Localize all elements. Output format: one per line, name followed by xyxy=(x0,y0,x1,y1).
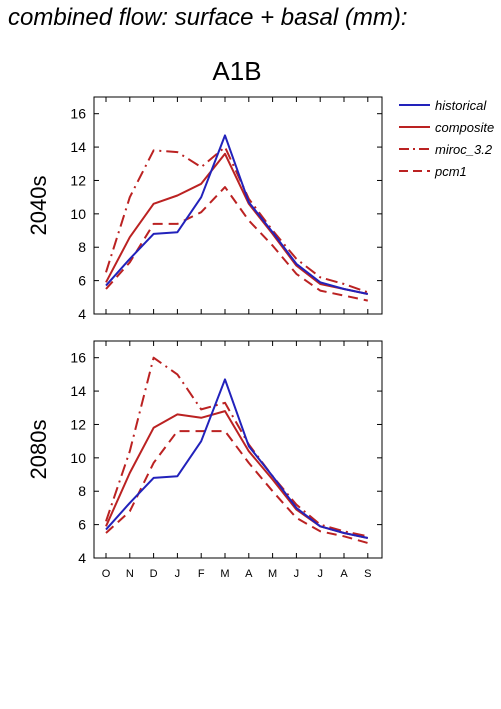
series-line-composite xyxy=(105,152,369,295)
plot-frame xyxy=(93,340,383,559)
x-tick-label: M xyxy=(268,568,277,580)
y-tick-label: 4 xyxy=(78,550,86,566)
x-tick-label: D xyxy=(150,568,158,580)
x-tick-label: O xyxy=(102,568,111,580)
x-tick-label: S xyxy=(364,568,371,580)
series-line-historical xyxy=(105,378,369,539)
y-tick-label: 10 xyxy=(70,450,86,466)
x-tick-label: J xyxy=(175,568,181,580)
panel-ylabel: 2040s xyxy=(26,176,51,236)
y-tick-label: 16 xyxy=(70,106,86,122)
panels-group: 4 6 8 10 12 14 16 2040s 4 6 8 10 12 14 16 O N D J F M A M J J A S 2… xyxy=(26,96,383,580)
legend-label-miroc_3.2: miroc_3.2 xyxy=(435,142,493,157)
y-tick-label: 14 xyxy=(70,383,86,399)
y-tick-label: 12 xyxy=(70,172,86,188)
panel-ylabel: 2080s xyxy=(26,420,51,480)
x-tick-label: A xyxy=(245,568,253,580)
y-tick-label: 12 xyxy=(70,416,86,432)
series-line-miroc_3.2 xyxy=(105,356,369,538)
y-tick-label: 14 xyxy=(70,139,86,155)
y-tick-label: 6 xyxy=(78,273,86,289)
x-tick-label: J xyxy=(317,568,323,580)
series-line-pcm1 xyxy=(105,430,369,544)
chart-title: A1B xyxy=(212,56,261,86)
y-tick-label: 16 xyxy=(70,350,86,366)
series-line-miroc_3.2 xyxy=(105,146,369,294)
legend-label-historical: historical xyxy=(435,98,487,113)
y-tick-label: 10 xyxy=(70,206,86,222)
x-tick-label: J xyxy=(294,568,300,580)
x-tick-label: M xyxy=(220,568,229,580)
x-tick-label: F xyxy=(198,568,205,580)
panel-2040s: 4 6 8 10 12 14 16 2040s xyxy=(26,96,383,322)
series-line-composite xyxy=(105,410,369,539)
plot-frame xyxy=(93,96,383,315)
panel-2080s: 4 6 8 10 12 14 16 O N D J F M A M J J A S 2080s xyxy=(26,340,383,580)
series-line-pcm1 xyxy=(105,186,369,302)
y-tick-label: 6 xyxy=(78,517,86,533)
y-tick-label: 4 xyxy=(78,306,86,322)
legend: historical composite miroc_3.2 pcm1 xyxy=(399,98,494,179)
page-title: combined flow: surface + basal (mm): xyxy=(8,4,408,31)
legend-label-composite: composite xyxy=(435,120,494,135)
x-tick-label: A xyxy=(340,568,348,580)
series-line-historical xyxy=(105,134,369,295)
y-tick-label: 8 xyxy=(78,483,86,499)
y-tick-label: 8 xyxy=(78,239,86,255)
legend-label-pcm1: pcm1 xyxy=(434,164,467,179)
x-tick-label: N xyxy=(126,568,134,580)
